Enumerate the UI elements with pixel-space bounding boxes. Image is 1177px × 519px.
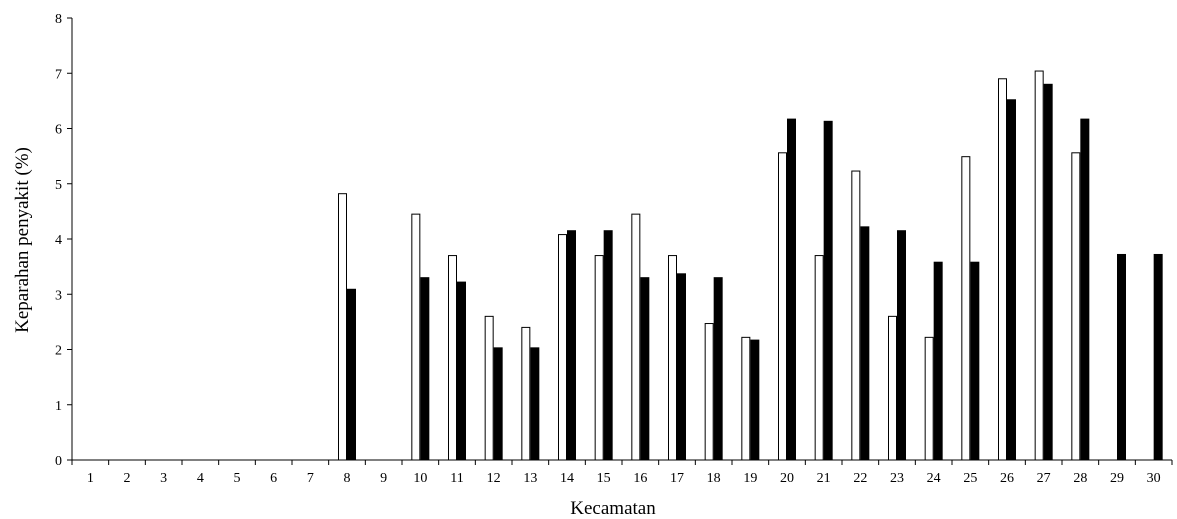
bar-series2-12	[493, 347, 503, 461]
bar-series1-15	[594, 255, 604, 461]
x-tick-label-25: 25	[963, 471, 977, 486]
bar-series1-19	[741, 336, 751, 461]
x-axis-title: Kecamatan	[570, 498, 656, 519]
y-tick-label-0: 0	[55, 454, 62, 469]
bar-series2-17	[677, 273, 686, 461]
x-tick-label-15: 15	[597, 471, 611, 486]
bar-series1-26	[998, 78, 1007, 461]
bar-series2-25	[970, 261, 980, 461]
bar-series1-25	[961, 156, 971, 461]
bar-series2-16	[640, 277, 650, 461]
x-tick-label-3: 3	[160, 471, 167, 486]
bar-series2-30	[1153, 253, 1163, 461]
bar-series2-19	[750, 339, 760, 461]
bar-series2-28	[1080, 118, 1090, 461]
bar-series1-23	[888, 315, 897, 461]
bar-series2-27	[1043, 83, 1053, 461]
bar-series1-12	[484, 315, 494, 461]
x-tick-label-18: 18	[707, 471, 721, 486]
bar-series1-20	[778, 152, 787, 461]
x-tick-label-8: 8	[344, 471, 351, 486]
bar-series1-24	[924, 336, 934, 461]
bar-series2-18	[713, 277, 723, 461]
x-tick-label-16: 16	[633, 471, 647, 486]
x-tick-label-29: 29	[1110, 471, 1124, 486]
bar-series1-22	[851, 170, 861, 461]
bar-series1-13	[521, 326, 531, 461]
x-tick-label-17: 17	[670, 471, 684, 486]
x-tick-label-14: 14	[560, 471, 574, 486]
bar-series2-24	[933, 261, 943, 461]
x-tick-label-27: 27	[1037, 471, 1051, 486]
y-tick-label-7: 7	[55, 67, 62, 82]
bar-series1-18	[704, 323, 714, 461]
bar-series2-10	[420, 277, 430, 461]
x-tick-label-23: 23	[890, 471, 904, 486]
bar-series2-13	[530, 347, 540, 461]
x-tick-label-24: 24	[927, 471, 941, 486]
bar-series1-27	[1034, 70, 1044, 461]
y-tick-label-6: 6	[55, 123, 62, 138]
bar-series1-17	[668, 255, 677, 461]
x-tick-label-22: 22	[853, 471, 867, 486]
bar-series2-23	[897, 230, 906, 461]
x-tick-label-28: 28	[1073, 471, 1087, 486]
bar-series1-28	[1071, 152, 1081, 461]
x-tick-label-7: 7	[307, 471, 314, 486]
x-tick-label-5: 5	[234, 471, 241, 486]
bar-series2-20	[787, 118, 796, 461]
y-tick-label-4: 4	[55, 233, 62, 248]
bar-series2-21	[823, 120, 833, 461]
axes-group	[67, 17, 1173, 465]
bars-group	[338, 70, 1163, 461]
y-tick-label-1: 1	[55, 399, 62, 414]
y-tick-label-5: 5	[55, 178, 62, 193]
bar-series2-15	[603, 230, 613, 461]
bar-series2-14	[567, 230, 576, 461]
bar-series1-11	[448, 255, 457, 461]
bar-series2-22	[860, 226, 870, 461]
bar-series1-21	[814, 255, 824, 461]
bar-series2-8	[347, 288, 356, 461]
bar-series1-14	[558, 234, 567, 461]
x-tick-label-10: 10	[413, 471, 427, 486]
x-tick-label-12: 12	[487, 471, 501, 486]
y-tick-label-8: 8	[55, 12, 62, 27]
bar-series2-26	[1007, 99, 1016, 461]
bar-series1-16	[631, 213, 641, 461]
x-tick-label-6: 6	[270, 471, 277, 486]
y-tick-label-2: 2	[55, 344, 62, 359]
x-tick-label-13: 13	[523, 471, 537, 486]
bar-series2-29	[1117, 253, 1126, 461]
x-tick-label-9: 9	[380, 471, 387, 486]
x-tick-label-2: 2	[124, 471, 131, 486]
y-axis-title: Keparahan penyakit (%)	[12, 147, 33, 333]
bar-series2-11	[457, 281, 466, 461]
x-tick-label-19: 19	[743, 471, 757, 486]
bar-series1-10	[411, 213, 421, 461]
bar-series1-8	[338, 193, 347, 461]
y-tick-label-3: 3	[55, 288, 62, 303]
x-tick-label-21: 21	[817, 471, 831, 486]
x-tick-label-20: 20	[780, 471, 794, 486]
x-tick-label-26: 26	[1000, 471, 1014, 486]
x-tick-label-30: 30	[1147, 471, 1161, 486]
x-tick-label-4: 4	[197, 471, 204, 486]
x-tick-label-1: 1	[87, 471, 94, 486]
x-tick-label-11: 11	[450, 471, 463, 486]
